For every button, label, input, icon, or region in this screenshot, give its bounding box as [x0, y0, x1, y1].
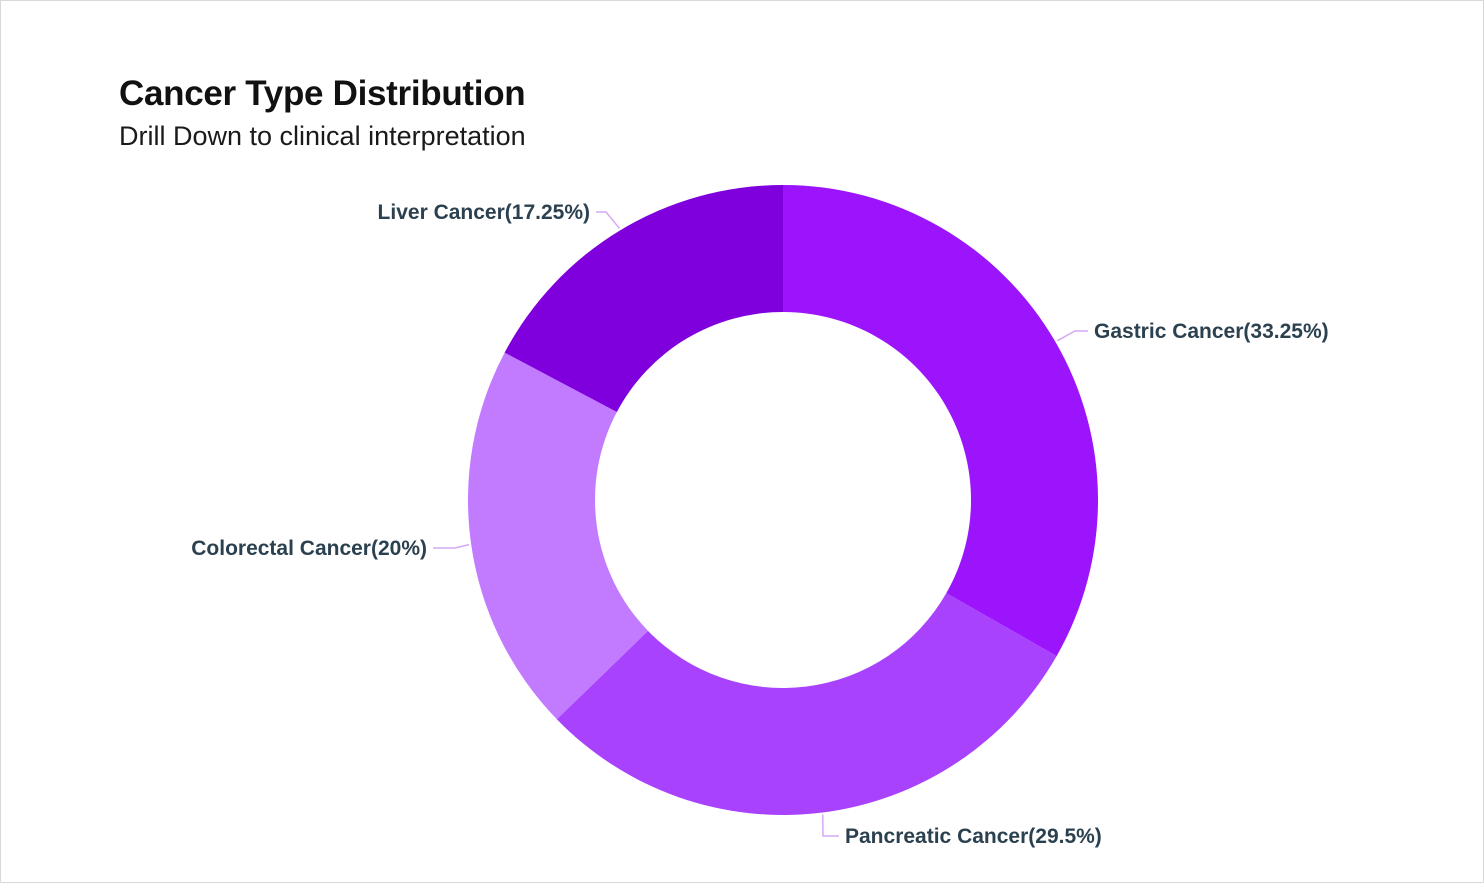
slice-gastric-cancer[interactable] — [783, 185, 1098, 657]
slice-liver-cancer[interactable] — [504, 185, 783, 413]
data-label: Pancreatic Cancer(29.5%) — [845, 825, 1102, 848]
leader-line — [1056, 330, 1088, 342]
slice-colorectal-cancer[interactable] — [468, 352, 648, 720]
data-label: Gastric Cancer(33.25%) — [1094, 320, 1329, 343]
slice-pancreatic-cancer[interactable] — [556, 593, 1057, 815]
leader-line — [821, 814, 839, 837]
leader-line — [596, 211, 621, 229]
chart-title: Cancer Type Distribution — [119, 74, 526, 113]
data-label: Colorectal Cancer(20%) — [191, 537, 427, 560]
data-label: Liver Cancer(17.25%) — [378, 201, 590, 224]
chart-subtitle: Drill Down to clinical interpretation — [119, 121, 526, 151]
leader-line — [433, 543, 470, 549]
